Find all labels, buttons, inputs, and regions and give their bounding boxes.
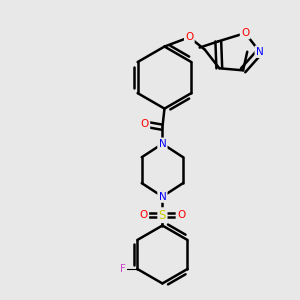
Text: O: O xyxy=(140,210,148,220)
Text: O: O xyxy=(141,119,149,129)
Text: O: O xyxy=(185,32,194,42)
Text: O: O xyxy=(241,28,249,38)
Text: S: S xyxy=(159,209,166,222)
Text: N: N xyxy=(158,192,166,202)
Text: O: O xyxy=(177,210,185,220)
Text: N: N xyxy=(256,47,263,57)
Text: F: F xyxy=(120,264,126,274)
Text: N: N xyxy=(158,139,166,149)
